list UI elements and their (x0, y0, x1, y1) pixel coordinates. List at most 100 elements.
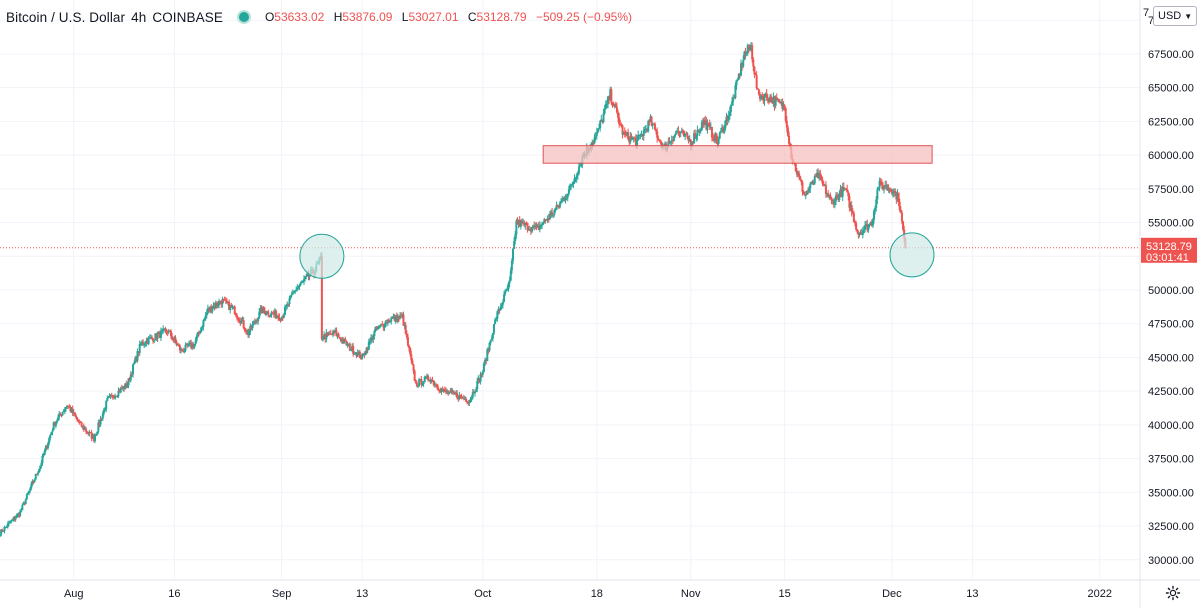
candle-body (561, 199, 564, 202)
candle-body (215, 302, 218, 306)
candle (353, 351, 356, 355)
candle-body (755, 75, 758, 89)
candle-body (335, 330, 338, 337)
candle-body (847, 192, 850, 197)
candle-body (267, 311, 270, 316)
candle-body (605, 103, 608, 105)
candle (210, 304, 213, 314)
candle (104, 406, 107, 412)
candle (702, 117, 704, 129)
candle (222, 298, 225, 303)
candle-body (308, 275, 311, 278)
candle (298, 283, 301, 290)
candle-body (595, 132, 598, 136)
candle-body (336, 334, 339, 337)
candle-body (794, 163, 797, 172)
candle-body (506, 288, 509, 291)
candle-body (53, 422, 56, 427)
symbol-title: Bitcoin / U.S. Dollar 4h COINBASE (6, 9, 223, 25)
candle-body (547, 218, 550, 220)
candle-body (826, 193, 829, 195)
candle-body (370, 337, 373, 342)
candle-body (524, 222, 527, 226)
candle-body (514, 234, 517, 242)
candle-body (431, 380, 434, 382)
candle (681, 128, 684, 135)
candle-body (411, 360, 414, 365)
candle-body (726, 116, 729, 121)
candle (431, 376, 434, 382)
candle (166, 331, 169, 337)
candle-body (738, 74, 741, 76)
candle (833, 197, 836, 209)
candle (886, 184, 889, 191)
candle-body (248, 331, 251, 336)
candle-body (424, 376, 427, 378)
candle-body (208, 308, 210, 311)
candle-body (733, 97, 736, 99)
candle-body (782, 105, 785, 109)
candle-body (638, 134, 641, 136)
candle-body (200, 327, 203, 333)
candle (254, 319, 257, 325)
candle (227, 301, 229, 306)
candle-body (552, 214, 555, 216)
candle-body (104, 409, 107, 411)
candle (570, 183, 573, 190)
candle (23, 501, 26, 506)
candle-body (837, 196, 840, 200)
candle-body (113, 397, 115, 399)
candle (846, 184, 849, 193)
candle (161, 328, 164, 335)
candle-body (824, 185, 827, 195)
candle (387, 318, 390, 323)
candle-body (491, 332, 494, 339)
candle (495, 316, 498, 322)
candle-body (184, 344, 187, 351)
candle (96, 431, 99, 436)
candle (193, 343, 196, 349)
candle (506, 285, 509, 291)
candle-body (385, 321, 388, 324)
candle (34, 473, 37, 480)
candle (543, 217, 546, 224)
candle (867, 224, 870, 233)
candle (572, 180, 575, 189)
settings-button[interactable] (1162, 583, 1184, 603)
candle (30, 481, 33, 491)
candle-body (167, 330, 170, 333)
candle-body (769, 96, 772, 103)
candle-body (706, 123, 709, 130)
candle (731, 96, 734, 106)
candle (173, 335, 176, 344)
candle (482, 361, 485, 373)
candle-body (477, 378, 480, 381)
candle (52, 421, 55, 431)
candle (821, 177, 824, 187)
candle-body (804, 194, 807, 196)
candle (371, 335, 374, 343)
candle (373, 329, 376, 340)
candle (116, 395, 119, 398)
candle (223, 296, 226, 301)
candle-body (615, 107, 618, 113)
candle-body (134, 357, 137, 364)
candle (391, 316, 394, 319)
currency-selector[interactable]: USD ▼ (1153, 6, 1198, 26)
candle-body (448, 392, 451, 394)
candle-body (883, 187, 886, 190)
candle-body (0, 529, 3, 536)
candle-body (534, 225, 537, 228)
candle-body (428, 379, 431, 381)
candle (275, 309, 278, 320)
candle-body (12, 517, 15, 520)
candle-body (562, 198, 565, 200)
candle-body (303, 279, 305, 282)
candle-body (529, 229, 532, 232)
candle-body (341, 339, 343, 342)
candle (88, 429, 91, 437)
candle-body (786, 127, 789, 136)
candle (80, 421, 83, 428)
